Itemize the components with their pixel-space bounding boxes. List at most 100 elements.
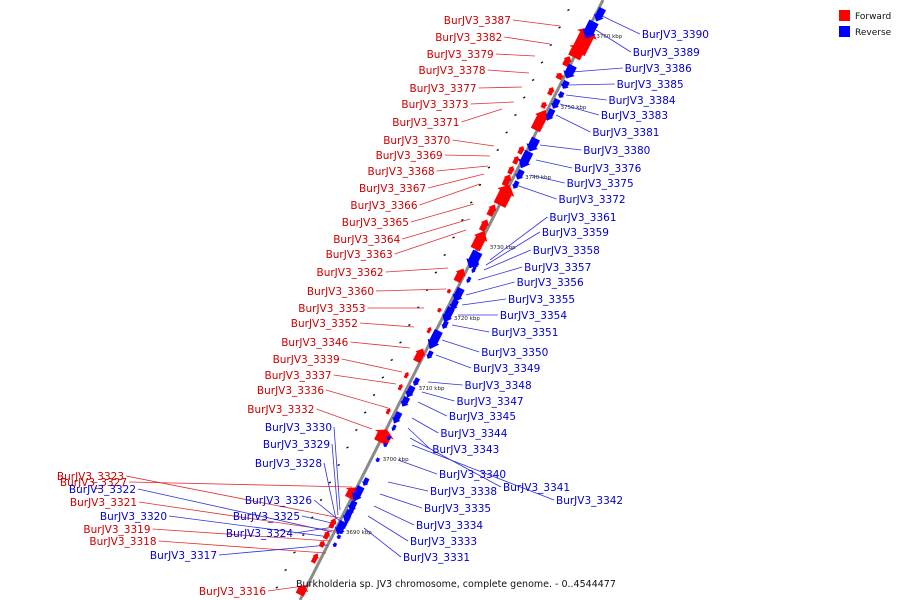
reverse-gene-label[interactable]: BurJV3_3328 [255, 458, 322, 470]
reverse-gene-arrow[interactable] [391, 424, 397, 432]
forward-gene-arrow[interactable] [512, 156, 520, 165]
reverse-gene-label[interactable]: BurJV3_3338 [430, 486, 497, 498]
reverse-gene-label[interactable]: BurJV3_3344 [440, 428, 507, 440]
reverse-gene-label[interactable]: BurJV3_3348 [465, 380, 532, 392]
reverse-gene-label[interactable]: BurJV3_3372 [558, 194, 625, 206]
reverse-gene-arrow[interactable] [382, 442, 388, 448]
reverse-gene-label[interactable]: BurJV3_3345 [449, 411, 516, 423]
reverse-gene-arrow[interactable] [515, 168, 525, 180]
reverse-gene-label[interactable]: BurJV3_3356 [517, 277, 584, 289]
forward-gene-arrow[interactable] [493, 184, 515, 208]
forward-gene-label[interactable]: BurJV3_3318 [89, 536, 156, 548]
reverse-gene-arrow[interactable] [341, 524, 347, 530]
reverse-gene-arrow[interactable] [545, 108, 556, 121]
reverse-gene-label[interactable]: BurJV3_3341 [503, 482, 570, 494]
forward-gene-label[interactable]: BurJV3_3339 [273, 354, 340, 366]
forward-gene-arrow[interactable] [530, 109, 549, 133]
reverse-gene-arrow[interactable] [466, 276, 472, 284]
reverse-gene-arrow[interactable] [473, 261, 480, 269]
forward-gene-label[interactable]: BurJV3_3360 [307, 286, 374, 298]
reverse-gene-label[interactable]: BurJV3_3326 [245, 495, 312, 507]
forward-gene-arrow[interactable] [436, 307, 442, 313]
reverse-gene-label[interactable]: BurJV3_3389 [633, 47, 700, 59]
reverse-gene-label[interactable]: BurJV3_3335 [424, 503, 491, 515]
forward-gene-label[interactable]: BurJV3_3352 [291, 318, 358, 330]
reverse-gene-label[interactable]: BurJV3_3359 [542, 227, 609, 239]
reverse-gene-label[interactable]: BurJV3_3390 [642, 29, 709, 41]
forward-gene-arrow[interactable] [501, 174, 512, 187]
forward-gene-label[interactable]: BurJV3_3378 [418, 65, 485, 77]
forward-gene-arrow[interactable] [478, 219, 489, 232]
forward-gene-label[interactable]: BurJV3_3365 [342, 217, 409, 229]
reverse-gene-arrow[interactable] [375, 457, 381, 463]
reverse-gene-label[interactable]: BurJV3_3354 [500, 310, 567, 322]
reverse-gene-label[interactable]: BurJV3_3340 [439, 469, 506, 481]
forward-gene-label[interactable]: BurJV3_3367 [359, 183, 426, 195]
reverse-gene-label[interactable]: BurJV3_3331 [403, 552, 470, 564]
reverse-gene-label[interactable]: BurJV3_3376 [574, 163, 641, 175]
forward-gene-arrow[interactable] [397, 383, 403, 391]
forward-gene-arrow[interactable] [310, 553, 319, 564]
forward-gene-label[interactable]: BurJV3_3316 [199, 586, 266, 598]
reverse-gene-label[interactable]: BurJV3_3380 [583, 145, 650, 157]
reverse-gene-label[interactable]: BurJV3_3385 [617, 79, 684, 91]
forward-gene-label[interactable]: BurJV3_3362 [316, 267, 383, 279]
reverse-gene-label[interactable]: BurJV3_3355 [508, 294, 575, 306]
reverse-gene-arrow[interactable] [449, 298, 460, 310]
forward-gene-label[interactable]: BurJV3_3387 [444, 15, 511, 27]
forward-gene-label[interactable]: BurJV3_3323 [57, 471, 124, 483]
reverse-gene-label[interactable]: BurJV3_3383 [601, 110, 668, 122]
reverse-gene-label[interactable]: BurJV3_3317 [150, 550, 217, 562]
reverse-gene-label[interactable]: BurJV3_3381 [592, 127, 659, 139]
forward-gene-label[interactable]: BurJV3_3336 [257, 385, 324, 397]
forward-gene-label[interactable]: BurJV3_3353 [298, 303, 365, 315]
reverse-gene-label[interactable]: BurJV3_3320 [100, 511, 167, 523]
forward-gene-arrow[interactable] [486, 204, 497, 217]
reverse-gene-label[interactable]: BurJV3_3384 [608, 95, 675, 107]
forward-gene-label[interactable]: BurJV3_3332 [247, 404, 314, 416]
reverse-gene-label[interactable]: BurJV3_3329 [263, 439, 330, 451]
forward-gene-arrow[interactable] [562, 56, 572, 68]
reverse-gene-arrow[interactable] [412, 377, 421, 386]
forward-gene-arrow[interactable] [517, 146, 525, 155]
reverse-gene-label[interactable]: BurJV3_3349 [473, 363, 540, 375]
reverse-gene-label[interactable]: BurJV3_3325 [233, 511, 300, 523]
reverse-gene-label[interactable]: BurJV3_3343 [432, 444, 499, 456]
reverse-gene-label[interactable]: BurJV3_3350 [481, 347, 548, 359]
reverse-gene-arrow[interactable] [336, 534, 342, 540]
reverse-gene-label[interactable]: BurJV3_3347 [456, 396, 523, 408]
forward-gene-arrow[interactable] [547, 87, 555, 96]
forward-gene-label[interactable]: BurJV3_3337 [264, 370, 331, 382]
reverse-gene-arrow[interactable] [551, 97, 561, 109]
reverse-gene-arrow[interactable] [471, 266, 477, 274]
reverse-gene-label[interactable]: BurJV3_3351 [491, 327, 558, 339]
forward-gene-arrow[interactable] [374, 429, 394, 446]
reverse-gene-arrow[interactable] [362, 477, 370, 486]
reverse-gene-label[interactable]: BurJV3_3358 [533, 245, 600, 257]
forward-gene-arrow[interactable] [446, 288, 452, 294]
forward-gene-label[interactable]: BurJV3_3363 [326, 249, 393, 261]
forward-gene-label[interactable]: BurJV3_3346 [281, 337, 348, 349]
forward-gene-arrow[interactable] [328, 518, 337, 529]
reverse-gene-label[interactable]: BurJV3_3342 [556, 495, 623, 507]
reverse-gene-arrow[interactable] [426, 350, 434, 359]
reverse-gene-label[interactable]: BurJV3_3333 [410, 536, 477, 548]
reverse-gene-arrow[interactable] [338, 529, 344, 535]
forward-gene-arrow[interactable] [403, 371, 410, 379]
forward-gene-arrow[interactable] [555, 73, 564, 81]
forward-gene-label[interactable]: BurJV3_3366 [350, 200, 417, 212]
forward-gene-arrow[interactable] [385, 407, 391, 415]
forward-gene-label[interactable]: BurJV3_3364 [333, 234, 400, 246]
reverse-gene-label[interactable]: BurJV3_3324 [226, 528, 293, 540]
reverse-gene-label[interactable]: BurJV3_3357 [524, 262, 591, 274]
forward-gene-label[interactable]: BurJV3_3368 [367, 166, 434, 178]
forward-gene-arrow[interactable] [568, 44, 587, 61]
reverse-gene-arrow[interactable] [518, 149, 534, 169]
reverse-gene-arrow[interactable] [452, 286, 465, 302]
reverse-gene-arrow[interactable] [560, 79, 570, 89]
reverse-gene-arrow[interactable] [582, 19, 599, 39]
forward-gene-arrow[interactable] [540, 102, 548, 109]
forward-gene-arrow[interactable] [295, 585, 309, 597]
forward-gene-label[interactable]: BurJV3_3382 [435, 32, 502, 44]
forward-gene-arrow[interactable] [413, 348, 426, 364]
